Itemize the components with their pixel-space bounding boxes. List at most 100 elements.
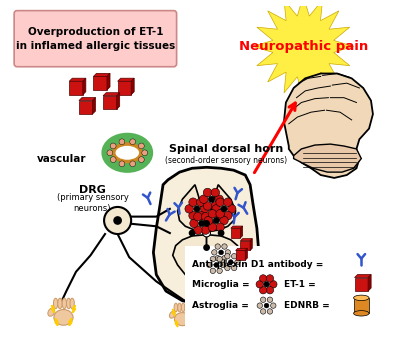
Polygon shape [240, 226, 243, 238]
Circle shape [222, 256, 227, 261]
Circle shape [217, 268, 222, 274]
Ellipse shape [188, 303, 192, 312]
Circle shape [216, 211, 224, 220]
Circle shape [257, 303, 262, 308]
Circle shape [267, 309, 273, 314]
Circle shape [199, 220, 205, 226]
Circle shape [215, 256, 220, 261]
Circle shape [203, 188, 212, 197]
Circle shape [220, 216, 228, 225]
Circle shape [110, 157, 116, 163]
Circle shape [260, 309, 266, 314]
Circle shape [203, 220, 210, 227]
Text: DRG: DRG [79, 184, 106, 195]
Polygon shape [173, 235, 206, 281]
Text: Microglia =: Microglia = [192, 280, 250, 289]
Polygon shape [107, 73, 110, 90]
Circle shape [185, 205, 194, 213]
Circle shape [142, 150, 148, 156]
Circle shape [138, 157, 144, 163]
Polygon shape [118, 78, 134, 81]
Circle shape [267, 297, 273, 302]
Circle shape [270, 281, 277, 288]
Circle shape [216, 223, 224, 231]
Text: Anti-plexin D1 antibody =: Anti-plexin D1 antibody = [192, 260, 324, 270]
Circle shape [212, 250, 217, 255]
Polygon shape [231, 226, 243, 228]
Ellipse shape [170, 312, 175, 318]
Circle shape [189, 198, 197, 206]
Ellipse shape [354, 295, 369, 301]
Circle shape [212, 205, 220, 213]
Polygon shape [117, 93, 120, 109]
Ellipse shape [174, 303, 178, 312]
Circle shape [219, 250, 224, 255]
Polygon shape [250, 239, 252, 251]
Text: Neuropathic pain: Neuropathic pain [239, 40, 368, 53]
Polygon shape [83, 78, 86, 95]
Circle shape [215, 244, 220, 249]
Text: Astroglia =: Astroglia = [192, 301, 249, 310]
Ellipse shape [54, 298, 58, 309]
Ellipse shape [58, 298, 62, 309]
Polygon shape [79, 101, 92, 114]
Polygon shape [118, 81, 131, 95]
Circle shape [194, 206, 200, 212]
Circle shape [203, 244, 210, 251]
Circle shape [218, 230, 224, 237]
Polygon shape [131, 78, 134, 95]
Polygon shape [103, 96, 117, 109]
Polygon shape [103, 93, 120, 96]
Ellipse shape [354, 310, 369, 316]
Polygon shape [178, 185, 206, 231]
Circle shape [208, 209, 217, 218]
Circle shape [264, 282, 269, 287]
Polygon shape [284, 74, 373, 178]
Polygon shape [94, 73, 110, 76]
Polygon shape [231, 228, 240, 238]
Circle shape [207, 262, 212, 268]
Polygon shape [294, 144, 361, 172]
Polygon shape [354, 277, 368, 291]
Circle shape [217, 256, 222, 262]
Circle shape [222, 244, 227, 249]
Circle shape [266, 275, 274, 282]
Circle shape [200, 195, 208, 203]
Polygon shape [354, 298, 369, 313]
Circle shape [260, 287, 267, 294]
Circle shape [205, 219, 214, 228]
Circle shape [232, 253, 237, 259]
Text: ET-1 =: ET-1 = [284, 280, 316, 289]
Polygon shape [206, 185, 236, 231]
Text: Spinal dorsal horn: Spinal dorsal horn [169, 144, 283, 154]
Circle shape [189, 230, 196, 237]
Circle shape [225, 265, 230, 271]
Text: (primary sensory
neurons): (primary sensory neurons) [56, 193, 128, 213]
Polygon shape [240, 239, 252, 241]
Circle shape [214, 263, 219, 267]
Text: Overproduction of ET-1
in inflamed allergic tissues: Overproduction of ET-1 in inflamed aller… [16, 27, 175, 51]
Polygon shape [153, 167, 259, 304]
Circle shape [225, 253, 230, 259]
Circle shape [224, 198, 232, 206]
Polygon shape [240, 241, 250, 251]
Polygon shape [94, 76, 107, 90]
Polygon shape [236, 248, 248, 251]
Polygon shape [354, 275, 371, 277]
Polygon shape [92, 98, 96, 114]
Ellipse shape [62, 298, 66, 309]
Ellipse shape [185, 303, 188, 312]
Circle shape [204, 216, 213, 225]
Circle shape [216, 198, 224, 206]
Ellipse shape [115, 145, 140, 161]
Circle shape [228, 205, 236, 213]
Circle shape [110, 143, 116, 149]
Ellipse shape [66, 298, 71, 309]
Circle shape [211, 188, 220, 197]
Circle shape [210, 268, 216, 274]
Circle shape [119, 161, 125, 167]
Circle shape [266, 287, 274, 294]
Ellipse shape [178, 303, 181, 312]
Ellipse shape [181, 303, 185, 312]
Circle shape [228, 260, 233, 264]
